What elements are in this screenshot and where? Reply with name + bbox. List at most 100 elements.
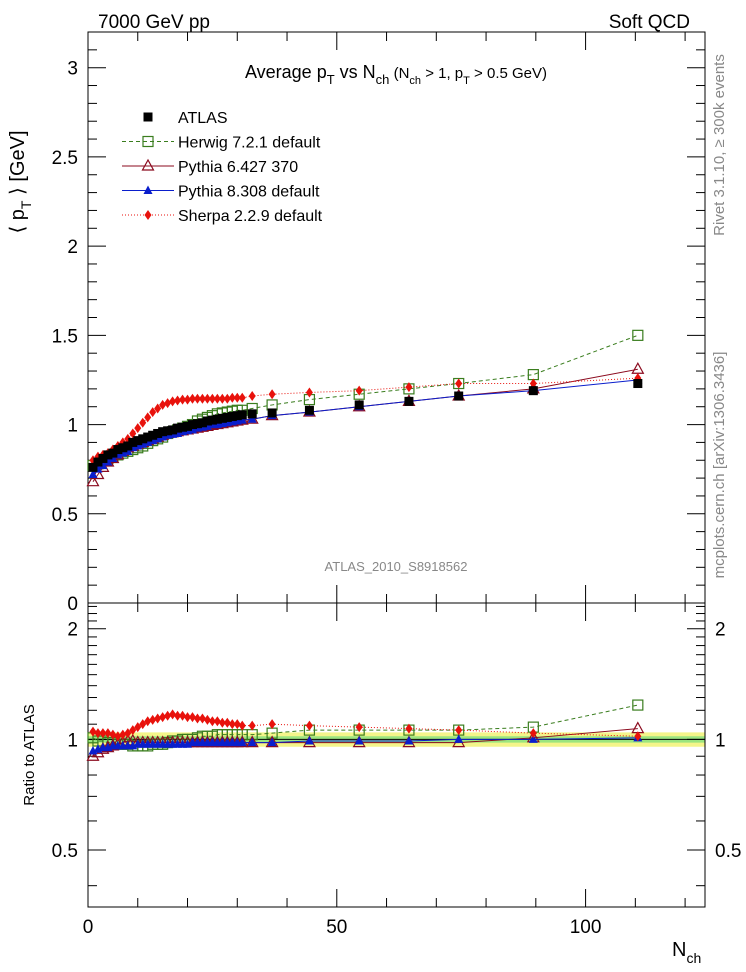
ratio-point [634, 731, 642, 742]
ratio-tick-label-right: 2 [715, 620, 726, 641]
ratio-point [129, 725, 137, 736]
ratio-point [174, 710, 182, 721]
ratio-point [106, 738, 120, 751]
data-point [183, 421, 193, 431]
ratio-point [124, 728, 132, 739]
data-point [124, 433, 132, 444]
ratio-tick-label-right: 0.5 [715, 841, 741, 862]
data-point [178, 422, 188, 432]
legend-marker [143, 112, 153, 122]
data-point [238, 392, 246, 403]
ratio-point [354, 736, 364, 745]
ratio-point [454, 734, 464, 743]
data-point [128, 437, 138, 447]
ratio-point [268, 719, 276, 730]
data-point [169, 396, 177, 407]
data-point [108, 448, 118, 458]
data-point [103, 457, 113, 466]
data-point [149, 407, 157, 418]
ratio-point [94, 728, 102, 739]
ratio-point [218, 717, 226, 728]
ratio-tick-label: 1 [67, 730, 78, 751]
data-point [159, 399, 167, 410]
x-axis-label: Nch [672, 939, 701, 966]
ratio-point [247, 737, 257, 747]
y-tick-label: 0.5 [52, 505, 78, 526]
data-point [143, 432, 153, 442]
ratio-point [265, 735, 279, 748]
data-point [163, 426, 173, 436]
data-point [223, 393, 231, 404]
rivet-info: Rivet 3.1.10, ≥ 300k events [711, 54, 728, 236]
ratio-point [404, 736, 414, 745]
ratio-point [119, 729, 127, 740]
data-point [168, 425, 178, 435]
data-point [154, 403, 162, 414]
data-point [174, 395, 182, 406]
data-point [88, 462, 98, 472]
legend-marker [144, 210, 152, 220]
data-point [118, 443, 128, 453]
legend-entry: ATLAS [143, 110, 228, 127]
legend-marker [143, 185, 153, 194]
ratio-point [528, 734, 538, 743]
ratio-y-axis-label: Ratio to ATLAS [21, 704, 38, 805]
series-open-square-dashed [87, 329, 644, 752]
y-tick-label: 1 [67, 416, 78, 437]
series-line [92, 334, 639, 467]
ratio-point [355, 722, 363, 733]
data-point [179, 394, 187, 405]
data-point [212, 414, 222, 424]
ratio-point [179, 710, 187, 721]
ratio-point [237, 737, 247, 747]
ratio-point [193, 713, 201, 724]
data-point [354, 400, 364, 410]
data-point [113, 445, 123, 455]
y-tick-label: 2.5 [52, 148, 78, 169]
data-point [108, 453, 118, 462]
ratio-point [134, 722, 142, 733]
chart-title: Average pT vs Nch (Nch > 1, pT > 0.5 GeV… [245, 62, 547, 87]
data-point [233, 392, 241, 403]
data-point [632, 329, 644, 341]
ratio-point [304, 736, 314, 745]
ratio-point [86, 748, 100, 761]
data-point [198, 393, 206, 404]
data-point [455, 378, 463, 389]
legend-entry: Sherpa 2.2.9 default [122, 208, 323, 225]
ratio-point [154, 713, 162, 724]
data-point [305, 387, 313, 398]
legend-entry: Pythia 8.308 default [122, 184, 320, 201]
ratio-point [235, 735, 249, 748]
series-data [88, 379, 643, 472]
data-point [207, 415, 217, 425]
data-point [91, 467, 105, 480]
ratio-point [159, 712, 167, 723]
data-point [529, 378, 537, 389]
data-point [247, 414, 257, 423]
legend-label: Pythia 8.308 default [178, 184, 320, 201]
ratio-point [405, 723, 413, 734]
data-point [164, 398, 172, 409]
legend-label: Herwig 7.2.1 default [178, 135, 321, 152]
ratio-point [198, 713, 206, 724]
data-point [129, 428, 137, 439]
series-layer [86, 329, 645, 761]
ratio-point [109, 729, 117, 740]
ratio-tick-label: 2 [67, 620, 78, 641]
data-point [355, 385, 363, 396]
ratio-point [104, 728, 112, 739]
data-point [268, 389, 276, 400]
legend: ATLAS Herwig 7.2.1 default Pythia 6.427 37… [122, 110, 323, 225]
ratio-point [529, 728, 537, 739]
data-point [184, 394, 192, 405]
axes: 0 0.5 1 1.5 2 2.5 3 0 50 100 0.5 0.5 1 1 2 2 [52, 31, 741, 938]
data-point [237, 410, 247, 420]
data-point [158, 427, 168, 437]
x-tick-label: 50 [326, 917, 347, 938]
x-tick-label: 0 [83, 917, 94, 938]
legend-label: Pythia 6.427 370 [178, 159, 298, 176]
ratio-point [164, 710, 172, 721]
data-point [123, 446, 133, 455]
